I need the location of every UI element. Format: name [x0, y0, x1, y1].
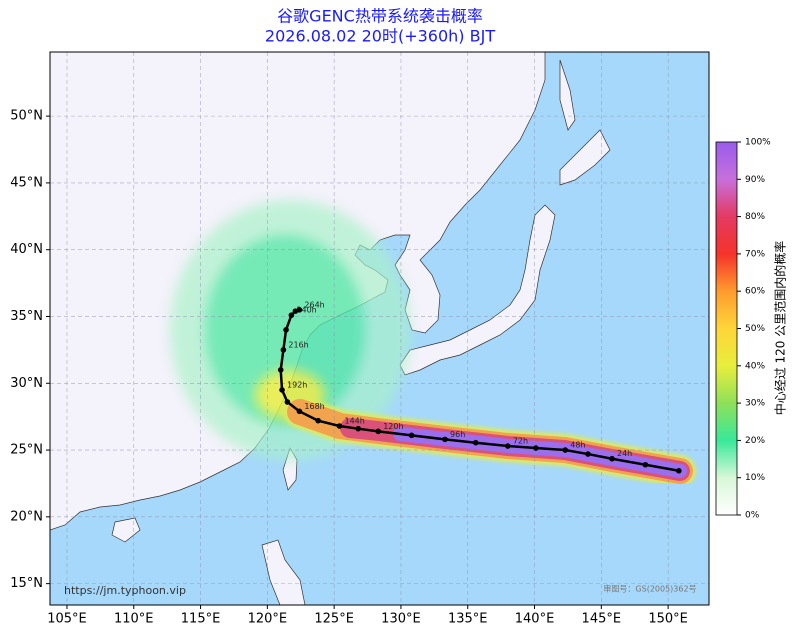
hainan: [111, 517, 141, 543]
track-point: [642, 461, 649, 468]
y-tick-label: 35°N: [10, 309, 43, 324]
hour-label: 240h: [296, 306, 316, 315]
x-tick-label: 150°E: [648, 612, 688, 627]
track-point: [279, 387, 285, 393]
colorbar-label: 中心经过 120 公里范围内的概率: [773, 241, 788, 416]
track-point: [533, 445, 539, 451]
grid: [50, 52, 709, 605]
track-point: [284, 399, 291, 405]
y-tick-label: 40°N: [10, 242, 43, 257]
x-tick-label: 130°E: [381, 612, 421, 627]
y-tick-label: 20°N: [10, 509, 43, 524]
colorbar-tick-label: 50%: [745, 324, 765, 334]
colorbar-tick-label: 30%: [745, 399, 765, 409]
axes: 105°E 110°E 115°E 120°E 125°E 130°E 135°E 140°E…: [10, 109, 688, 627]
x-tick-label: 135°E: [448, 612, 488, 627]
track-point: [505, 443, 511, 449]
x-tick-label: 125°E: [314, 612, 354, 627]
track-point: [375, 428, 382, 435]
colorbar-tick-label: 90%: [745, 175, 765, 185]
frame: [49, 51, 710, 606]
hour-label: 96h: [450, 430, 465, 439]
y-tick-label: 15°N: [10, 576, 43, 591]
track-point: [562, 447, 569, 453]
track-point: [296, 306, 303, 313]
y-tick-label: 25°N: [10, 443, 43, 458]
y-tick-label: 50°N: [10, 109, 43, 124]
hour-label: 144h: [344, 417, 364, 426]
colorbar-tick-label: 70%: [745, 249, 765, 259]
colorbar-ticks: 0% 10% 20% 30% 40% 50% 60% 70% 80% 90% 100%: [737, 138, 771, 521]
colorbar-tick-label: 10%: [745, 473, 765, 483]
colorbar-tick-label: 60%: [745, 287, 765, 297]
colorbar-tick-label: 80%: [745, 212, 765, 222]
hokkaido: [559, 129, 611, 186]
hour-label: 24h: [617, 449, 632, 458]
x-tick-label: 145°E: [582, 612, 622, 627]
hour-label: 216h: [288, 340, 308, 349]
track-point: [315, 417, 321, 424]
track-point: [585, 451, 591, 457]
track-point: [472, 439, 479, 446]
hour-label: 120h: [383, 422, 403, 431]
track-point: [355, 425, 361, 432]
track-point: [280, 347, 287, 353]
approval: 审图号：GS(2005)362号: [603, 584, 696, 594]
japan: [399, 204, 556, 376]
track-point: [676, 467, 682, 474]
colorbar-tick-label: 100%: [745, 138, 771, 148]
track-point: [277, 367, 284, 373]
hour-label: 168h: [304, 402, 324, 411]
credit: https://jm.typhoon.vip: [64, 584, 186, 597]
x-tick-label: 105°E: [47, 612, 87, 627]
track-point: [408, 432, 415, 439]
colorbar: [715, 141, 738, 516]
title: 谷歌GENC热带系统袭击概率: [277, 7, 483, 26]
y-tick-label: 45°N: [10, 175, 43, 190]
hour-label: 192h: [287, 380, 307, 389]
colorbar-tick-label: 0%: [745, 511, 760, 521]
colorbar-tick-label: 20%: [745, 436, 765, 446]
sakhalin: [559, 59, 576, 131]
track-point: [336, 423, 343, 429]
luzon: [261, 539, 306, 605]
x-tick-label: 140°E: [515, 612, 555, 627]
track-point: [609, 455, 615, 462]
track-point: [288, 312, 295, 318]
x-tick-label: 115°E: [181, 612, 221, 627]
x-tick-label: 110°E: [114, 612, 154, 627]
map-area: 24h 48h 72h 96h 120h 144h 168h 192h 216h 240h264h…: [50, 52, 709, 605]
y-tick-label: 30°N: [10, 376, 43, 391]
colorbar-tick-label: 40%: [745, 361, 765, 371]
hour-label: 48h: [570, 441, 585, 450]
subtitle: 2026.08.02 20时(+360h) BJT: [265, 27, 495, 46]
hour-label: 72h: [513, 437, 528, 446]
track-point: [283, 327, 289, 333]
hour-label: 264h: [304, 300, 324, 309]
track-point: [296, 408, 303, 415]
x-tick-label: 120°E: [248, 612, 288, 627]
track-point: [442, 436, 448, 443]
